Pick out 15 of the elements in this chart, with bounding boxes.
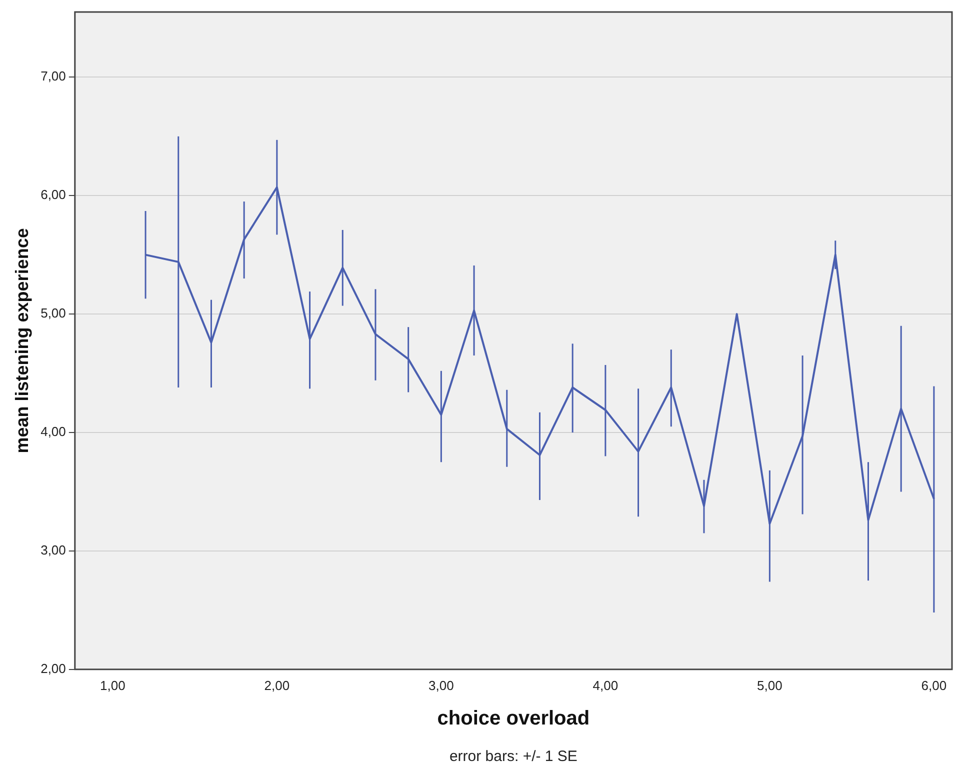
- y-tick-label: 6,00: [40, 187, 66, 202]
- x-axis-title: choice overload: [437, 708, 590, 730]
- x-tick-label: 1,00: [100, 678, 126, 693]
- x-tick-label: 2,00: [264, 678, 290, 693]
- y-tick-label: 2,00: [40, 660, 66, 676]
- y-tick-label: 5,00: [40, 306, 66, 321]
- text: error bars: +/- 1 SE: [449, 748, 578, 766]
- y-axis-title: mean listening experience: [12, 228, 32, 454]
- y-tick-label: 4,00: [40, 424, 66, 440]
- x-tick-label: 4,00: [592, 678, 618, 693]
- x-tick-label: 3,00: [428, 678, 454, 693]
- y-tick-label: 7,00: [40, 68, 66, 84]
- x-tick-label: 6,00: [921, 678, 947, 693]
- x-tick-label: 5,00: [757, 678, 782, 693]
- y-tick-label: 3,00: [40, 542, 66, 558]
